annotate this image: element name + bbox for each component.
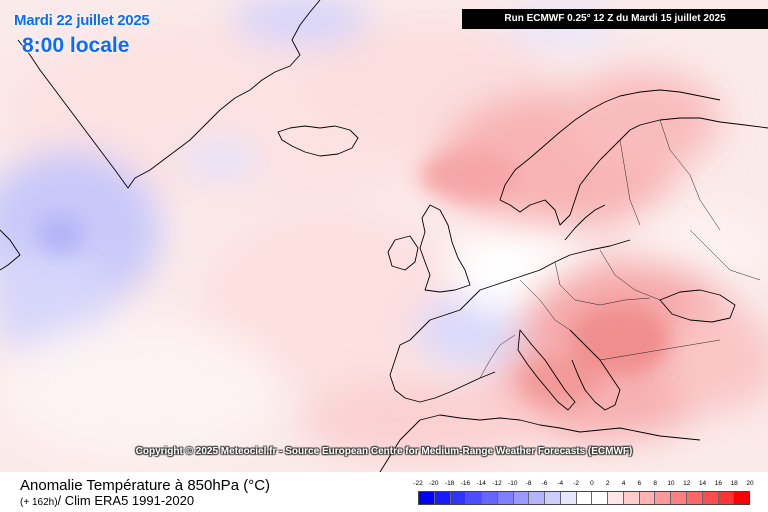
borders [479, 119, 761, 379]
map-title: Anomalie Température à 850hPa (°C) [20, 477, 271, 494]
climatology: / Clim ERA5 1991-2020 [57, 493, 195, 508]
scale-tick-label: -22 [413, 480, 423, 487]
scale-swatch [718, 492, 735, 504]
anomaly-fill [0, 0, 768, 460]
scale-tick-label: 14 [698, 480, 707, 487]
scale-ticks: -22 -20 -18 -16 -14 -12 -10 -8 -6 -4 -2 0 2 4 6 8 10 12 14… [413, 480, 753, 490]
scale-tick-label: 6 [637, 480, 642, 487]
scale-tick-label: 0 [590, 480, 594, 487]
lead-time: (+ 162h) [20, 497, 58, 508]
scale-swatch [702, 492, 719, 504]
run-info: Run ECMWF 0.25° 12 Z du Mardi 15 juillet… [462, 9, 768, 29]
map-subtitle: (+ 162h)/ Clim ERA5 1991-2020 [20, 493, 194, 508]
scale-swatch [497, 492, 514, 504]
scale-tick-label: -20 [429, 480, 439, 487]
scale-tick-label: 20 [746, 480, 754, 487]
scale-swatch [545, 492, 561, 504]
scale-tick-label: 18 [730, 480, 738, 487]
anomaly-map [0, 0, 768, 472]
scale-tick-label: -6 [541, 480, 548, 487]
scale-tick-label: -4 [557, 480, 564, 487]
scale-swatch [639, 492, 656, 504]
scale-tick-label: -10 [508, 480, 518, 487]
scale-bar [418, 491, 750, 505]
scale-swatch [450, 492, 467, 504]
scale-tick-label: 12 [683, 480, 691, 487]
color-scale: -22 -20 -18 -16 -14 -12 -10 -8 -6 -4 -2 0 2 4 6 8 10 12 14… [413, 480, 754, 505]
forecast-date: Mardi 22 juillet 2025 [14, 12, 150, 29]
scale-tick-label: 16 [714, 480, 722, 487]
scale-swatch [687, 492, 703, 504]
scale-tick-label: -16 [460, 480, 471, 487]
scale-swatch [655, 492, 672, 504]
copyright-text: Copyright © 2025 Meteociel.fr - Source E… [135, 446, 633, 457]
scale-tick-label: -14 [476, 480, 486, 487]
scale-swatch [592, 492, 609, 504]
scale-swatch [671, 492, 688, 504]
scale-swatch [482, 492, 498, 504]
scale-tick-label: 10 [667, 480, 675, 487]
scale-tick-label: -8 [525, 480, 532, 487]
scale-tick-label: 2 [605, 480, 610, 487]
scale-swatch [529, 492, 546, 504]
scale-tick-label: 8 [653, 480, 657, 487]
scale-swatch [623, 492, 640, 504]
scale-tick-label: 4 [621, 480, 626, 487]
scale-swatch [513, 492, 530, 504]
scale-swatch [608, 492, 624, 504]
footer: Anomalie Température à 850hPa (°C) (+ 16… [0, 472, 768, 512]
scale-swatch [466, 492, 483, 504]
scale-swatch [419, 492, 435, 504]
scale-swatch [434, 492, 451, 504]
scale-swatch [576, 492, 593, 504]
forecast-time: 8:00 locale [22, 34, 130, 57]
scale-swatch [734, 492, 750, 504]
scale-tick-label: -12 [492, 480, 502, 487]
scale-swatch [560, 492, 577, 504]
scale-tick-label: -18 [444, 480, 455, 487]
coastlines [0, 0, 768, 472]
scale-tick-label: -2 [573, 480, 579, 487]
